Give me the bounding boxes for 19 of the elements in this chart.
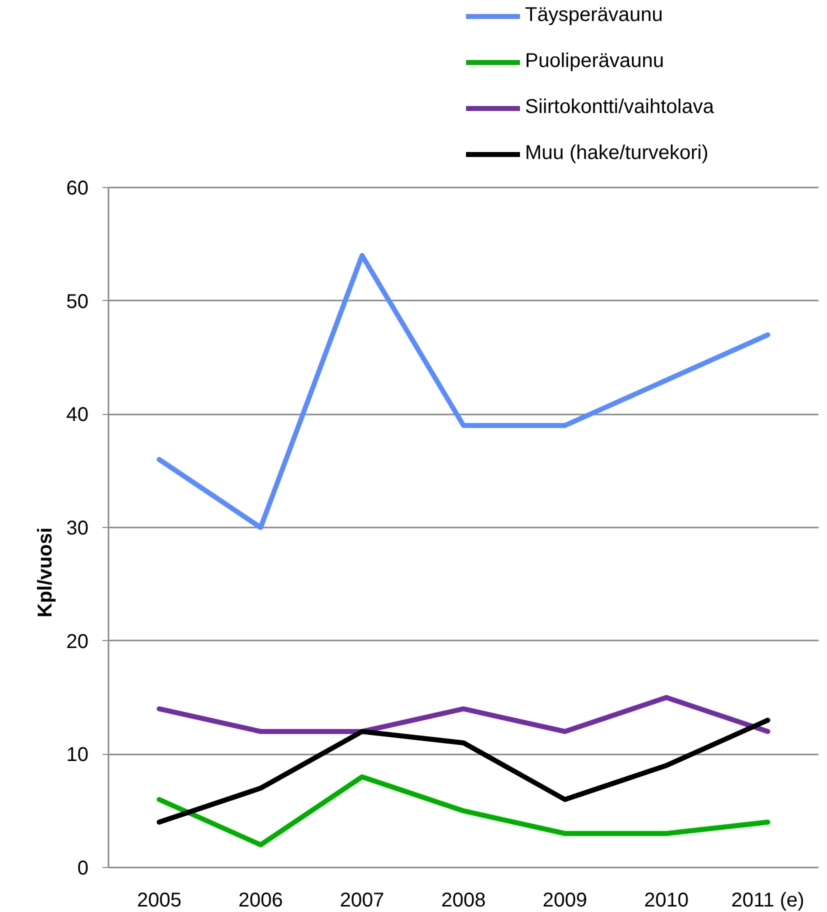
x-tick-label: 2011 (e) (731, 890, 804, 912)
y-tick-label: 40 (66, 404, 89, 426)
legend-label: Täysperävaunu (525, 4, 663, 27)
x-tick-label: 2007 (340, 890, 384, 912)
y-tick-label: 60 (66, 178, 89, 200)
y-tick-label: 50 (66, 290, 89, 313)
y-tick-label: 20 (66, 630, 89, 653)
y-tick-label: 0 (77, 858, 88, 880)
legend-label: Muu (hake/turvekori) (525, 142, 708, 165)
x-tick-label: 2009 (542, 890, 588, 912)
x-tick-label: 2006 (238, 890, 283, 912)
y-tick-label: 10 (66, 744, 89, 766)
y-tick-label: 30 (66, 518, 89, 540)
x-tick-label: 2010 (644, 890, 689, 912)
legend-label: Puoliperävaunu (525, 50, 664, 73)
y-axis-title: Kpl/vuosi (34, 527, 56, 618)
legend-label: Siirtokontti/vaihtolava (525, 96, 714, 119)
x-tick-label: 2008 (441, 890, 486, 912)
x-tick-label: 2005 (136, 890, 182, 912)
